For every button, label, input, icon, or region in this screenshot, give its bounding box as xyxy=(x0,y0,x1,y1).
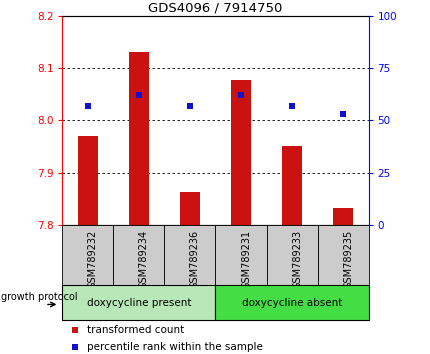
Bar xyxy=(129,52,149,225)
Text: growth protocol: growth protocol xyxy=(1,292,78,302)
Text: GSM789232: GSM789232 xyxy=(88,230,98,289)
Text: GSM789236: GSM789236 xyxy=(190,230,200,289)
Text: GSM789235: GSM789235 xyxy=(342,230,352,289)
Text: GSM789231: GSM789231 xyxy=(240,230,250,289)
Text: doxycycline present: doxycycline present xyxy=(86,298,191,308)
Point xyxy=(339,111,346,117)
Bar xyxy=(113,225,164,285)
Text: doxycycline absent: doxycycline absent xyxy=(241,298,341,308)
Point xyxy=(71,327,78,333)
Bar xyxy=(215,285,368,320)
Bar xyxy=(317,225,368,285)
Text: GSM789233: GSM789233 xyxy=(292,230,301,289)
Bar xyxy=(332,208,352,225)
Point xyxy=(135,92,142,98)
Point xyxy=(71,344,78,349)
Bar xyxy=(215,225,266,285)
Bar xyxy=(62,225,113,285)
Point xyxy=(288,103,295,109)
Bar xyxy=(164,225,215,285)
Bar xyxy=(266,225,317,285)
Text: transformed count: transformed count xyxy=(87,325,184,335)
Point xyxy=(237,92,244,98)
Text: percentile rank within the sample: percentile rank within the sample xyxy=(87,342,262,352)
Title: GDS4096 / 7914750: GDS4096 / 7914750 xyxy=(148,2,282,15)
Point xyxy=(186,103,193,109)
Point xyxy=(84,103,91,109)
Bar xyxy=(281,147,301,225)
Bar xyxy=(230,80,251,225)
Bar xyxy=(77,136,98,225)
Text: GSM789234: GSM789234 xyxy=(138,230,149,289)
Bar xyxy=(179,193,200,225)
Bar xyxy=(62,285,215,320)
